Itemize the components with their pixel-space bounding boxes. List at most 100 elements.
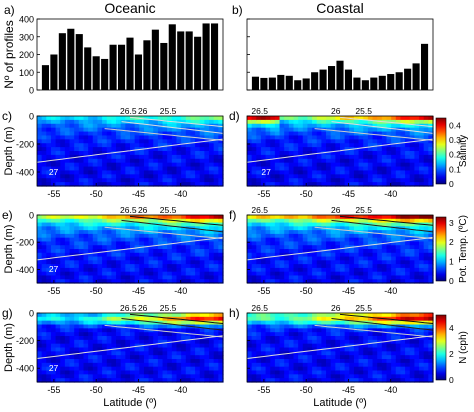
heatmap-cell bbox=[92, 147, 99, 152]
heatmap-cell bbox=[247, 151, 253, 156]
heatmap-cell bbox=[367, 233, 374, 239]
heatmap-cell bbox=[260, 339, 267, 345]
heatmap-cell bbox=[409, 182, 415, 187]
heatmap-cell bbox=[288, 127, 295, 133]
heatmap-cell bbox=[377, 182, 383, 187]
y-axis-label-depth: Depth (m) bbox=[3, 323, 15, 372]
heatmap-cell bbox=[181, 249, 187, 254]
heatmap-cell bbox=[363, 378, 369, 383]
heatmap-cell bbox=[405, 378, 411, 383]
heatmap-cell bbox=[78, 343, 85, 349]
heatmap-cell bbox=[181, 170, 187, 175]
heatmap-cell bbox=[209, 370, 215, 375]
heatmap-cell bbox=[106, 158, 112, 164]
heatmap-cell bbox=[50, 320, 57, 326]
heatmap-cell bbox=[321, 158, 327, 164]
heatmap-cell bbox=[358, 170, 364, 175]
heatmap-cell bbox=[247, 336, 253, 341]
heatmap-cell bbox=[148, 359, 154, 364]
heatmap-cell bbox=[372, 366, 378, 372]
heatmap-cell bbox=[381, 174, 388, 179]
heatmap-cell bbox=[372, 351, 378, 356]
heatmap-cell bbox=[60, 178, 66, 183]
heatmap-cell bbox=[102, 123, 108, 129]
heatmap-cell bbox=[395, 347, 402, 352]
heatmap-cell bbox=[176, 241, 182, 246]
heatmap-cell bbox=[134, 178, 140, 183]
heatmap-cell bbox=[106, 119, 112, 125]
heatmap-cell bbox=[409, 264, 415, 269]
heatmap-cell bbox=[423, 260, 429, 265]
heatmap-cell bbox=[358, 355, 364, 360]
heatmap-cell bbox=[41, 245, 47, 250]
heatmap-cell bbox=[50, 249, 57, 254]
heatmap-cell bbox=[326, 339, 332, 345]
heatmap-cell bbox=[279, 264, 285, 269]
heatmap-cell bbox=[395, 151, 402, 156]
heatmap-cell bbox=[307, 182, 313, 187]
heatmap-cell bbox=[358, 178, 364, 183]
heatmap-cell bbox=[391, 378, 397, 383]
heatmap-cell bbox=[134, 275, 140, 280]
heatmap-cell bbox=[307, 237, 313, 243]
heatmap-cell bbox=[274, 241, 281, 246]
heatmap-cell bbox=[213, 347, 219, 352]
heatmap-cell bbox=[377, 218, 383, 224]
heatmap-cell bbox=[405, 320, 411, 326]
heatmap-cell bbox=[55, 215, 61, 220]
heatmap-cell bbox=[162, 370, 168, 375]
heatmap-cell bbox=[302, 127, 309, 133]
heatmap-cell bbox=[148, 328, 154, 333]
heatmap-cell bbox=[386, 260, 392, 265]
heatmap-cell bbox=[293, 182, 299, 187]
isopycnal-label: 25.5 bbox=[160, 205, 177, 215]
heatmap-cell bbox=[326, 320, 332, 326]
heatmap-cell bbox=[120, 230, 126, 235]
heatmap-cell bbox=[64, 370, 71, 375]
heatmap-cell bbox=[102, 178, 108, 183]
heatmap-cell bbox=[120, 158, 126, 164]
heatmap-cell bbox=[344, 237, 350, 243]
heatmap-cell bbox=[46, 119, 52, 125]
heatmap-cell bbox=[293, 147, 299, 152]
heatmap-cell bbox=[265, 226, 271, 231]
heatmap-cell bbox=[363, 127, 369, 133]
heatmap-cell bbox=[409, 260, 415, 265]
heatmap-cell bbox=[74, 245, 80, 250]
heatmap-cell bbox=[260, 267, 267, 273]
heatmap-cell bbox=[106, 374, 112, 379]
x-tick-label: -40 bbox=[384, 286, 397, 296]
heatmap-cell bbox=[181, 347, 187, 352]
heatmap-cell bbox=[69, 241, 75, 246]
heatmap-cell bbox=[409, 166, 415, 172]
heatmap-cell bbox=[60, 123, 66, 129]
heatmap-cell bbox=[209, 267, 215, 273]
heatmap-cell bbox=[386, 154, 392, 160]
heatmap-cell bbox=[83, 343, 89, 349]
heatmap-cell bbox=[386, 362, 392, 368]
heatmap-cell bbox=[335, 222, 341, 227]
heatmap-cell bbox=[37, 226, 43, 231]
heatmap-cell bbox=[111, 378, 117, 383]
heatmap-cell bbox=[125, 264, 131, 269]
heatmap-cell bbox=[247, 260, 253, 265]
heatmap-cell bbox=[247, 222, 253, 227]
heatmap-cell bbox=[157, 347, 164, 352]
heatmap-cell bbox=[171, 355, 178, 360]
heatmap-cell bbox=[302, 215, 309, 220]
heatmap-cell bbox=[344, 162, 350, 168]
heatmap-cell bbox=[372, 154, 378, 160]
heatmap-cell bbox=[312, 154, 318, 160]
heatmap-cell bbox=[247, 162, 253, 168]
heatmap-cell bbox=[270, 143, 276, 148]
heatmap-cell bbox=[381, 226, 388, 231]
heatmap-cell bbox=[372, 218, 378, 224]
heatmap-cell bbox=[116, 264, 122, 269]
heatmap-cell bbox=[363, 245, 369, 250]
heatmap-cell bbox=[69, 324, 75, 329]
heatmap-cell bbox=[195, 313, 201, 318]
heatmap-cell bbox=[279, 328, 285, 333]
heatmap-cell bbox=[37, 271, 43, 277]
heatmap-cell bbox=[284, 271, 290, 277]
heatmap-cell bbox=[326, 336, 332, 341]
